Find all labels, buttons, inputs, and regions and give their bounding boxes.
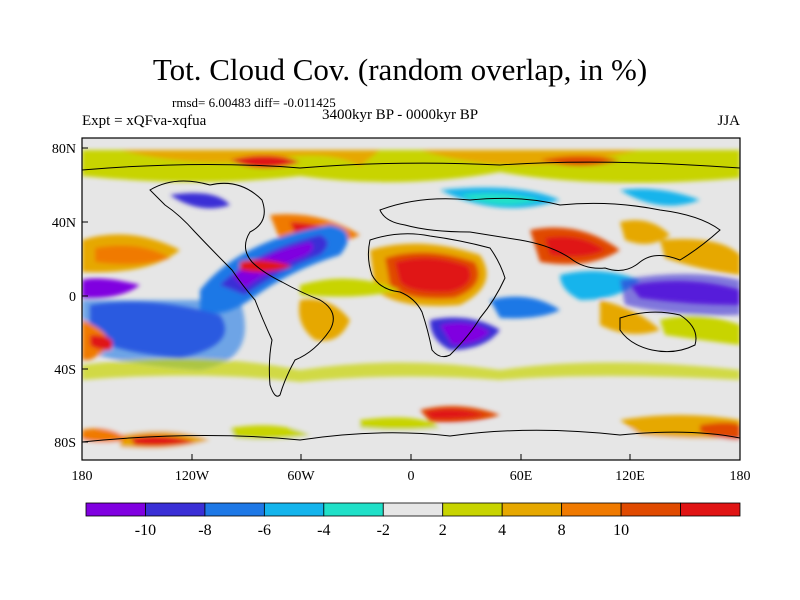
x-tick-label: 180 [72, 469, 93, 484]
y-tick-label: 40S [54, 363, 76, 378]
coastlines [82, 161, 740, 443]
y-tick-label: 0 [69, 290, 76, 305]
colorbar-tick-label: 2 [439, 522, 447, 539]
plot-title: Tot. Cloud Cov. (random overlap, in %) [152, 52, 648, 87]
experiment-label: Expt = xQFva-xqfua [82, 113, 207, 129]
x-axis-labels: 180 120W 60W 0 60E 120E 180 [72, 469, 751, 484]
colorbar-tick-label: 8 [558, 522, 566, 539]
colorbar-tick-label: 4 [498, 522, 506, 539]
period-label: 3400kyr BP - 0000kyr BP [321, 107, 479, 123]
colorbar-tick-label: 10 [613, 522, 629, 539]
colorbar-tick-label: -6 [258, 522, 271, 539]
colorbar-tick-label: -10 [135, 522, 156, 539]
x-tick-label: 120W [175, 469, 210, 484]
colorbar-tick-label: -8 [198, 522, 211, 539]
x-tick-label: 180 [730, 469, 751, 484]
x-tick-label: 60W [287, 469, 315, 484]
season-label: JJA [717, 113, 740, 129]
colorbar-swatch [620, 502, 681, 517]
colorbar-swatch [263, 502, 325, 517]
y-tick-label: 80N [52, 142, 76, 157]
colorbar-swatch [442, 502, 503, 517]
y-tick-label: 80S [54, 436, 76, 451]
colorbar-swatch [680, 502, 741, 517]
colorbar-tick-label: -2 [377, 522, 390, 539]
colorbar-swatch [323, 502, 384, 517]
x-tick-label: 120E [615, 469, 645, 484]
cloud-cover-anomaly-field [82, 138, 740, 460]
x-tick-label: 0 [408, 469, 415, 484]
y-axis-labels: 80N 40N 0 40S 80S [52, 142, 76, 451]
x-tick-label: 60E [510, 469, 533, 484]
colorbar-labels: -10 -8 -6 -4 -2 2 4 8 10 [135, 522, 629, 539]
stats-line: rmsd= 6.00483 diff= -0.011425 [172, 95, 336, 110]
colorbar [85, 502, 741, 517]
colorbar-swatch [204, 502, 265, 517]
axis-ticks [81, 147, 741, 460]
colorbar-swatch [85, 502, 146, 517]
colorbar-swatch [561, 502, 622, 517]
colorbar-swatch [145, 502, 206, 517]
y-tick-label: 40N [52, 216, 76, 231]
colorbar-swatch [501, 502, 563, 517]
colorbar-swatch [382, 502, 444, 517]
colorbar-tick-label: -4 [317, 522, 330, 539]
